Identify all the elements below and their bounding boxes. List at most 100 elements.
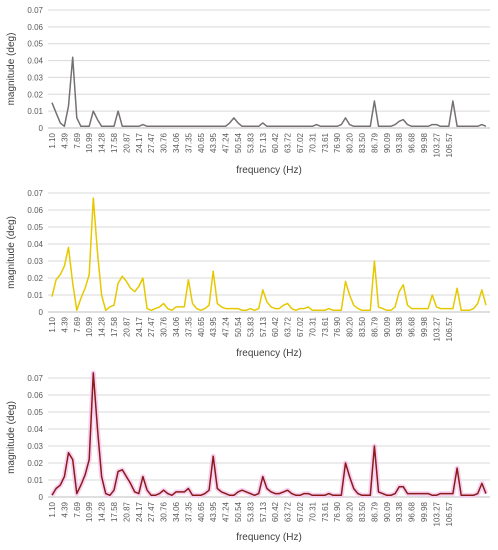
x-tick-label: 70.31 bbox=[308, 132, 317, 153]
x-tick-label: 53.83 bbox=[246, 316, 255, 337]
x-tick-label: 14.28 bbox=[98, 132, 107, 153]
x-tick-label: 30.76 bbox=[160, 316, 169, 337]
x-tick-label: 7.69 bbox=[73, 132, 82, 148]
x-tick-label: 4.39 bbox=[60, 132, 69, 148]
x-axis-title: frequency (Hz) bbox=[236, 348, 302, 359]
x-tick-label: 43.95 bbox=[209, 501, 218, 522]
x-tick-label: 34.06 bbox=[172, 316, 181, 337]
x-tick-label: 47.24 bbox=[222, 132, 231, 153]
x-tick-label: 20.87 bbox=[122, 316, 131, 337]
y-tick-label: 0.04 bbox=[27, 425, 43, 434]
x-tick-label: 10.99 bbox=[85, 132, 94, 153]
y-tick-label: 0.01 bbox=[27, 107, 43, 116]
x-tick-label: 67.02 bbox=[296, 132, 305, 153]
x-tick-label: 30.76 bbox=[160, 501, 169, 522]
y-tick-label: 0.03 bbox=[27, 257, 43, 266]
x-tick-label: 1.10 bbox=[48, 501, 57, 517]
x-tick-label: 67.02 bbox=[296, 316, 305, 337]
series-line bbox=[51, 197, 487, 312]
x-tick-label: 7.69 bbox=[73, 501, 82, 517]
y-tick-label: 0 bbox=[39, 493, 44, 502]
y-tick-label: 0.06 bbox=[27, 391, 43, 400]
x-tick-label: 34.06 bbox=[172, 132, 181, 153]
x-tick-label: 37.35 bbox=[184, 501, 193, 522]
x-tick-label: 63.72 bbox=[284, 501, 293, 522]
x-tick-label: 53.83 bbox=[246, 501, 255, 522]
x-tick-label: 43.95 bbox=[209, 316, 218, 337]
x-tick-label: 106.57 bbox=[445, 132, 454, 157]
x-tick-label: 1.10 bbox=[48, 316, 57, 332]
x-tick-label: 40.65 bbox=[197, 132, 206, 153]
x-tick-label: 37.35 bbox=[184, 132, 193, 153]
x-tick-label: 76.90 bbox=[333, 316, 342, 337]
x-tick-label: 96.68 bbox=[408, 132, 417, 153]
y-tick-label: 0.05 bbox=[27, 223, 43, 232]
x-tick-label: 20.87 bbox=[122, 132, 131, 153]
x-tick-label: 40.65 bbox=[197, 501, 206, 522]
x-tick-label: 60.42 bbox=[271, 501, 280, 522]
y-tick-label: 0.05 bbox=[27, 40, 43, 49]
y-tick-label: 0.05 bbox=[27, 408, 43, 417]
x-axis-title: frequency (Hz) bbox=[236, 532, 302, 543]
x-tick-label: 60.42 bbox=[271, 132, 280, 153]
x-tick-label: 20.87 bbox=[122, 501, 131, 522]
x-tick-label: 106.57 bbox=[445, 501, 454, 526]
x-tick-label: 73.61 bbox=[321, 316, 330, 337]
x-tick-label: 86.79 bbox=[370, 316, 379, 337]
x-tick-label: 60.42 bbox=[271, 316, 280, 337]
x-axis-title: frequency (Hz) bbox=[236, 165, 302, 176]
x-tick-label: 83.50 bbox=[358, 501, 367, 522]
x-tick-label: 27.47 bbox=[147, 501, 156, 522]
y-tick-label: 0.02 bbox=[27, 459, 43, 468]
x-tick-label: 24.17 bbox=[135, 132, 144, 153]
x-tick-label: 83.50 bbox=[358, 316, 367, 337]
x-tick-label: 96.68 bbox=[408, 316, 417, 337]
x-tick-label: 47.24 bbox=[222, 501, 231, 522]
y-tick-label: 0.06 bbox=[27, 23, 43, 32]
x-tick-label: 80.20 bbox=[346, 132, 355, 153]
y-tick-label: 0.06 bbox=[27, 206, 43, 215]
x-tick-label: 67.02 bbox=[296, 501, 305, 522]
x-tick-label: 99.98 bbox=[420, 132, 429, 153]
x-tick-label: 50.54 bbox=[234, 501, 243, 522]
chart-2: 0 0.01 0.02 0.03 0.04 0.05 0.06 0.07 1.10 4.39 7.6… bbox=[6, 189, 490, 359]
x-tick-label: 34.06 bbox=[172, 501, 181, 522]
x-tick-label: 4.39 bbox=[60, 501, 69, 517]
x-tick-label: 50.54 bbox=[234, 132, 243, 153]
x-tick-label: 86.79 bbox=[370, 501, 379, 522]
x-tick-label: 53.83 bbox=[246, 132, 255, 153]
y-tick-label: 0.01 bbox=[27, 476, 43, 485]
x-tick-label: 80.20 bbox=[346, 501, 355, 522]
x-tick-label: 24.17 bbox=[135, 501, 144, 522]
x-tick-label: 14.28 bbox=[98, 316, 107, 337]
x-tick-label: 86.79 bbox=[370, 132, 379, 153]
x-tick-label: 70.31 bbox=[308, 501, 317, 522]
x-tick-label: 17.58 bbox=[110, 501, 119, 522]
x-tick-label: 17.58 bbox=[110, 132, 119, 153]
y-tick-label: 0.07 bbox=[27, 374, 43, 383]
x-tick-label: 1.10 bbox=[48, 132, 57, 148]
y-tick-label: 0 bbox=[39, 124, 44, 133]
x-tick-label: 103.27 bbox=[432, 132, 441, 157]
x-tick-label: 63.72 bbox=[284, 132, 293, 153]
x-tick-label: 83.50 bbox=[358, 132, 367, 153]
x-tick-label: 10.99 bbox=[85, 316, 94, 337]
x-tick-label: 93.38 bbox=[395, 316, 404, 337]
y-tick-label: 0.02 bbox=[27, 90, 43, 99]
x-tick-label: 76.90 bbox=[333, 501, 342, 522]
x-tick-label: 73.61 bbox=[321, 501, 330, 522]
x-tick-label: 93.38 bbox=[395, 132, 404, 153]
x-tick-label: 40.65 bbox=[197, 316, 206, 337]
series-line bbox=[51, 56, 487, 128]
y-tick-label: 0.02 bbox=[27, 274, 43, 283]
x-tick-label: 30.76 bbox=[160, 132, 169, 153]
x-tick-label: 37.35 bbox=[184, 316, 193, 337]
y-tick-label: 0.03 bbox=[27, 442, 43, 451]
y-tick-label: 0.07 bbox=[27, 189, 43, 198]
y-axis-title: magnitude (deg) bbox=[6, 33, 17, 106]
x-tick-label: 99.98 bbox=[420, 316, 429, 337]
x-tick-label: 76.90 bbox=[333, 132, 342, 153]
x-tick-label: 57.13 bbox=[259, 501, 268, 522]
y-axis-title: magnitude (deg) bbox=[6, 401, 17, 474]
y-tick-label: 0.07 bbox=[27, 6, 43, 15]
